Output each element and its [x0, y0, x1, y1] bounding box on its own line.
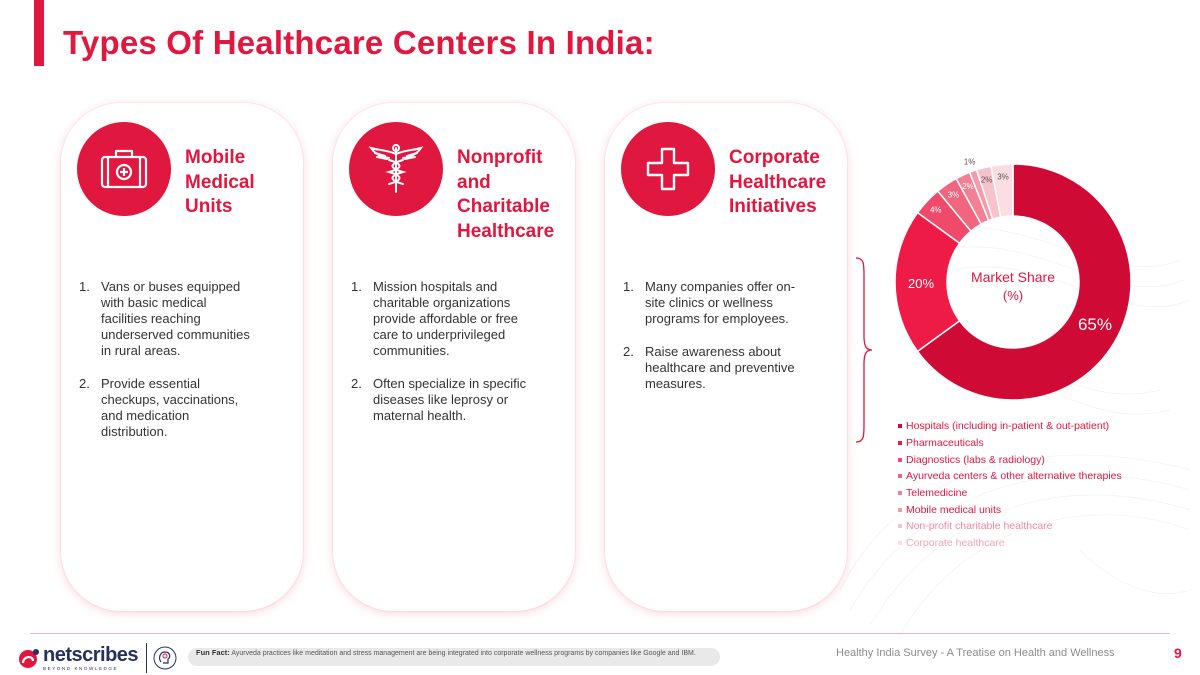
legend-item: Ayurveda centers & other alternative the…: [898, 468, 1122, 485]
legend-item: Pharmaceuticals: [898, 435, 1122, 452]
list-item: 2. Raise awareness about healthcare and …: [623, 344, 795, 391]
legend-item: Telemedicine: [898, 485, 1122, 502]
legend-swatch: [898, 491, 902, 496]
background-heart-art: [839, 226, 1191, 636]
donut-data-label: 4%: [930, 205, 942, 214]
donut-data-label: 2%: [981, 175, 993, 184]
plus-cross-icon: [621, 122, 715, 216]
card-corporate-healthcare: Corporate Healthcare Initiatives 1. Many…: [605, 103, 847, 611]
brand-block: netscribes BEYOND KNOWLEDGE: [17, 643, 177, 673]
legend-swatch: [898, 524, 902, 529]
donut-data-label: 3%: [948, 190, 960, 199]
list-item: 1. Vans or buses equipped with basic med…: [79, 279, 250, 358]
logo-mark-icon: [19, 649, 39, 668]
page-number: 9: [1174, 645, 1182, 661]
chart-legend: Hospitals (including in-patient & out-pa…: [898, 418, 1122, 552]
legend-label: Mobile medical units: [906, 503, 1002, 516]
legend-swatch: [898, 474, 902, 479]
chart-center-label-line-1: Market Share: [971, 269, 1055, 285]
chart-center-label-line-2: (%): [1003, 288, 1023, 303]
brand-separator: [146, 643, 148, 673]
donut-data-label: 1%: [964, 158, 976, 167]
list-item: 1. Mission hospitals and charitable orga…: [351, 279, 519, 358]
card-list: 1. Vans or buses equipped with basic med…: [77, 279, 295, 457]
lightbulb-head-icon: [153, 646, 177, 670]
card-mobile-medical-units: Mobile Medical Units 1. Vans or buses eq…: [61, 103, 303, 611]
donut-data-label: 2%: [962, 182, 974, 191]
card-title: Mobile Medical Units: [185, 147, 255, 217]
legend-label: Corporate healthcare: [906, 537, 1005, 550]
donut-slice: [990, 163, 1014, 219]
legend-swatch: [898, 424, 902, 429]
legend-label: Pharmaceuticals: [906, 437, 984, 450]
legend-label: Diagnostics (labs & radiology): [906, 453, 1045, 466]
legend-item: Mobile medical units: [898, 501, 1122, 518]
donut-data-label: 65%: [1078, 315, 1112, 334]
fun-fact-label: Fun Fact:: [196, 648, 230, 657]
legend-item: Diagnostics (labs & radiology): [898, 451, 1122, 468]
card-title: Corporate Healthcare Initiatives: [729, 147, 827, 217]
donut-data-label: 3%: [997, 172, 1009, 181]
legend-label: Telemedicine: [906, 487, 968, 500]
legend-swatch: [898, 441, 902, 446]
card-nonprofit-charitable: Nonprofit and Charitable Healthcare 1. M…: [333, 103, 575, 611]
footer-divider: [30, 633, 1170, 634]
legend-item: Corporate healthcare: [898, 535, 1122, 552]
market-share-donut-chart: 65%20%4%3%2%1%2% 3%Market Share (%): [894, 158, 1132, 401]
survey-title: Healthy India Survey - A Treatise on Hea…: [836, 647, 1115, 659]
list-item: 2. Often specialize in specific diseases…: [351, 376, 527, 423]
legend-item: Non-profit charitable healthcare: [898, 518, 1122, 535]
card-list: 1. Mission hospitals and charitable orga…: [349, 279, 567, 441]
legend-swatch: [898, 507, 902, 512]
medical-kit-icon: [77, 122, 171, 216]
legend-swatch: [898, 457, 902, 462]
legend-label: Non-profit charitable healthcare: [906, 520, 1053, 533]
netscribes-logo: netscribes BEYOND KNOWLEDGE: [17, 645, 139, 671]
title-accent-bar: [34, 0, 44, 66]
legend-label: Ayurveda centers & other alternative the…: [906, 470, 1122, 483]
list-item: 1. Many companies offer on- site clinics…: [623, 279, 796, 326]
page-title: Types Of Healthcare Centers In India:: [63, 24, 655, 61]
curly-brace: [855, 257, 873, 443]
legend-swatch: [898, 541, 902, 546]
card-title: Nonprofit and Charitable Healthcare: [457, 147, 555, 242]
legend-label: Hospitals (including in-patient & out-pa…: [906, 420, 1110, 433]
list-item: 2. Provide essential checkups, vaccinati…: [79, 376, 239, 439]
fun-fact-banner: Fun Fact: Ayurveda practices like medita…: [188, 648, 720, 666]
donut-slice: [916, 163, 1132, 401]
fun-fact-text: Ayurveda practices like meditation and s…: [231, 650, 696, 657]
card-list: 1. Many companies offer on- site clinics…: [621, 279, 839, 409]
donut-data-label: 20%: [908, 276, 934, 291]
caduceus-icon: [349, 122, 443, 216]
legend-item: Hospitals (including in-patient & out-pa…: [898, 418, 1122, 435]
